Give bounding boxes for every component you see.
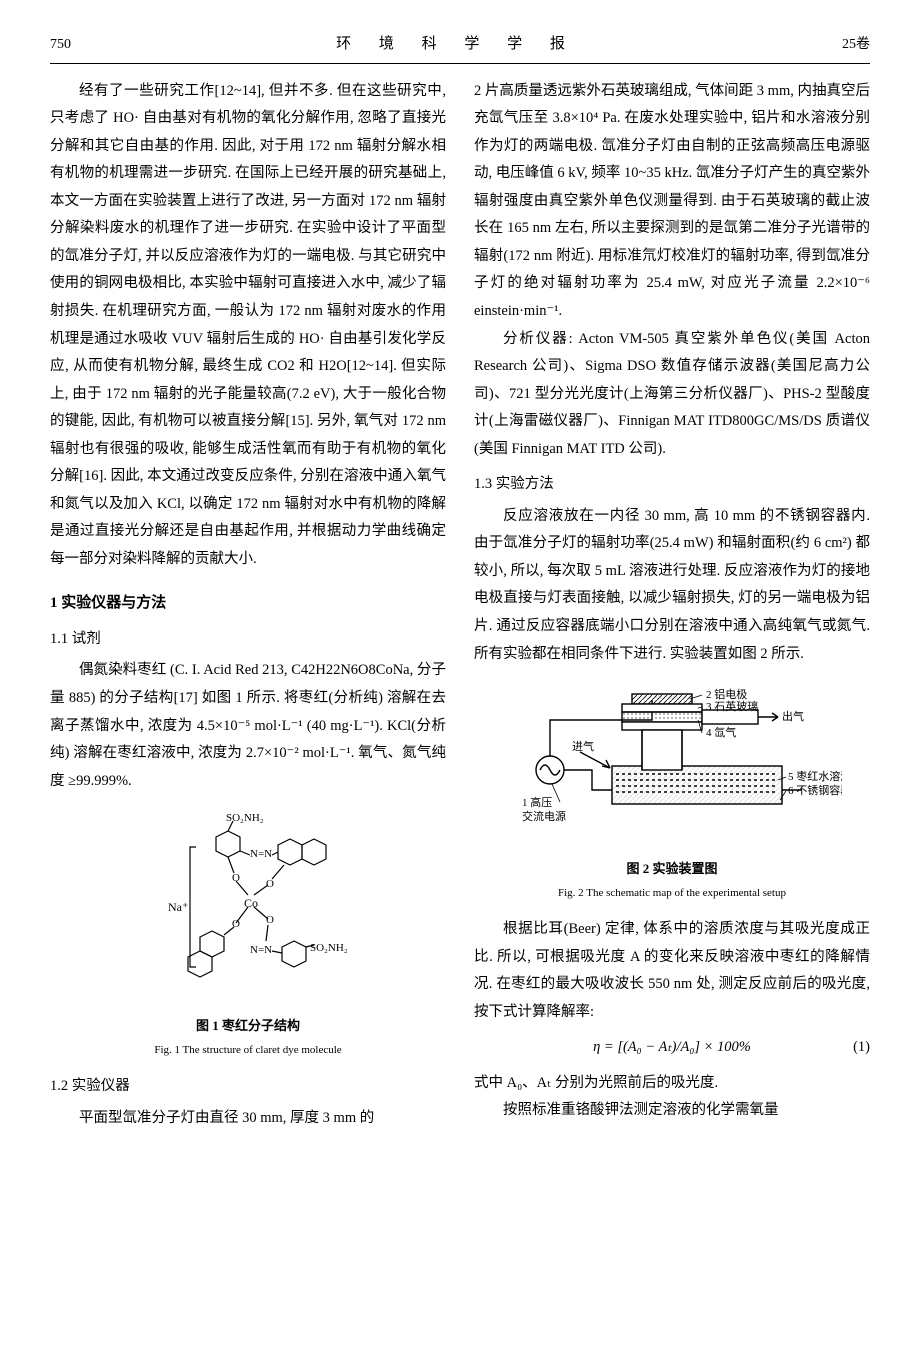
fig2-label-in: 进气: [572, 739, 594, 753]
volume: 25卷: [842, 32, 870, 59]
figure-2: 2 铝电极 3 石英玻璃 4 氙气 出气 进气 1 高压 交流电源 5 枣红水溶…: [474, 680, 870, 904]
so2nh2-top: SO₂NH₂: [226, 812, 264, 824]
o-label-2: O: [266, 878, 274, 890]
cod-paragraph: 按照标准重铬酸钾法测定溶液的化学需氧量: [474, 1097, 870, 1125]
equation-body: η = [(A₀ − Aₜ)/A₀] × 100%: [593, 1039, 751, 1055]
fig2-label-1a: 1 高压: [522, 795, 552, 809]
section-1-1-heading: 1.1 试剂: [50, 626, 446, 654]
journal-title: 环 境 科 学 学 报: [336, 30, 577, 59]
fig2-label-3: 3 石英玻璃: [706, 699, 758, 713]
nn-top: N=N: [250, 848, 272, 860]
page-header: 750 环 境 科 学 学 报 25卷: [50, 30, 870, 64]
left-column: 经有了一些研究工作[12~14], 但并不多. 但在这些研究中, 只考虑了 HO…: [50, 78, 446, 1133]
equation-1: η = [(A₀ − Aₜ)/A₀] × 100% (1): [474, 1034, 870, 1062]
na-label: Na⁺: [168, 900, 188, 914]
fig2-label-out: 出气: [782, 709, 804, 723]
two-column-layout: 经有了一些研究工作[12~14], 但并不多. 但在这些研究中, 只考虑了 HO…: [50, 78, 870, 1133]
fig2-label-5: 5 枣红水溶液: [788, 769, 842, 783]
equation-explain: 式中 A₀、Aₜ 分别为光照前后的吸光度.: [474, 1070, 870, 1098]
nn-bottom: N=N: [250, 944, 272, 956]
analysis-instruments-paragraph: 分析仪器: Acton VM-505 真空紫外单色仪(美国 Acton Rese…: [474, 326, 870, 464]
beer-law-paragraph: 根据比耳(Beer) 定律, 体系中的溶质浓度与其吸光度成正比. 所以, 可根据…: [474, 916, 870, 1026]
fig2-label-4: 4 氙气: [706, 725, 736, 739]
fig1-caption-cn: 图 1 枣红分子结构: [50, 1014, 446, 1039]
page-number: 750: [50, 32, 71, 59]
section-1-3-heading: 1.3 实验方法: [474, 471, 870, 499]
fig2-label-6: 6 不锈钢容器: [788, 783, 842, 797]
equation-number: (1): [853, 1034, 870, 1062]
o-label-1: O: [232, 872, 240, 884]
fig2-label-2: 2 铝电极: [706, 687, 747, 701]
fig2-label-1b: 交流电源: [522, 809, 566, 823]
right-column: 2 片高质量透远紫外石英玻璃组成, 气体间距 3 mm, 内抽真空后充氙气压至 …: [474, 78, 870, 1133]
fig2-caption-en: Fig. 2 The schematic map of the experime…: [474, 883, 870, 904]
reagents-paragraph: 偶氮染料枣红 (C. I. Acid Red 213, C42H22N6O8Co…: [50, 657, 446, 795]
section-1-2-heading: 1.2 实验仪器: [50, 1073, 446, 1101]
so2nh2-bottom: SO₂NH₂: [310, 942, 348, 954]
fig1-caption-en: Fig. 1 The structure of claret dye molec…: [50, 1040, 446, 1061]
instruments-paragraph: 平面型氙准分子灯由直径 30 mm, 厚度 3 mm 的: [50, 1105, 446, 1133]
lamp-paragraph: 2 片高质量透远紫外石英玻璃组成, 气体间距 3 mm, 内抽真空后充氙气压至 …: [474, 78, 870, 326]
experimental-setup-icon: 2 铝电极 3 石英玻璃 4 氙气 出气 进气 1 高压 交流电源 5 枣红水溶…: [502, 680, 842, 840]
method-paragraph: 反应溶液放在一内径 30 mm, 高 10 mm 的不锈钢容器内. 由于氙准分子…: [474, 503, 870, 668]
section-1-heading: 1 实验仪器与方法: [50, 589, 446, 618]
o-label-4: O: [266, 914, 274, 926]
intro-paragraph: 经有了一些研究工作[12~14], 但并不多. 但在这些研究中, 只考虑了 HO…: [50, 78, 446, 574]
figure-1: Co Na⁺ SO₂NH₂ N=N: [50, 807, 446, 1061]
fig2-caption-cn: 图 2 实验装置图: [474, 857, 870, 882]
claret-molecule-icon: Co Na⁺ SO₂NH₂ N=N: [138, 807, 358, 997]
